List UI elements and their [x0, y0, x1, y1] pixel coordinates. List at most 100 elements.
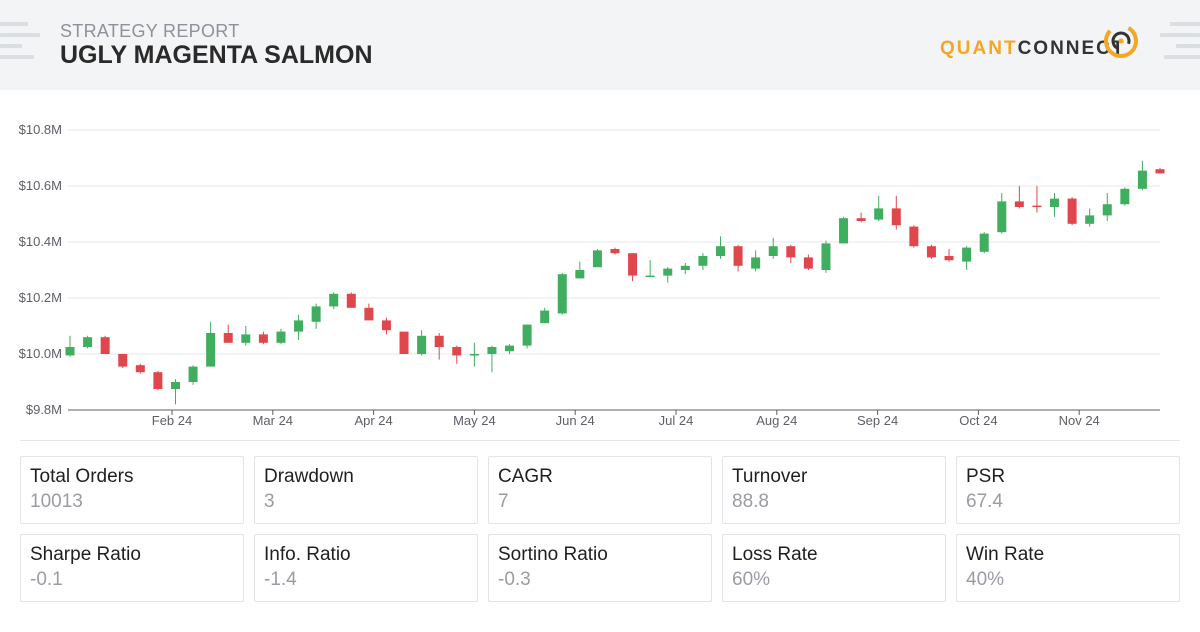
- candle-body: [1120, 188, 1130, 205]
- candle-body: [153, 372, 163, 389]
- candle: [1014, 186, 1024, 209]
- candle-body: [628, 253, 638, 276]
- stat-card-total-orders: Total Orders 10013: [20, 456, 244, 524]
- candle-body: [434, 335, 444, 347]
- equity-candlestick-chart: $9.8M $10.0M $10.2M $10.4M $10.6M $10.8M Feb …: [19, 122, 1165, 428]
- candle-body: [505, 345, 515, 352]
- candle-body: [1032, 205, 1042, 208]
- candle: [786, 244, 796, 263]
- y-tick-label: $10.6M: [19, 178, 62, 193]
- candle-body: [891, 208, 901, 226]
- stat-card-sharpe-ratio: Sharpe Ratio -0.1: [20, 534, 244, 602]
- candle-body: [188, 366, 198, 382]
- candle-body: [1067, 198, 1077, 224]
- candle: [65, 335, 75, 357]
- candle-body: [751, 257, 761, 269]
- candle: [962, 246, 972, 270]
- quantconnect-logo[interactable]: QUANTCONNECT: [938, 22, 1148, 68]
- y-tick-label: $9.8M: [26, 402, 62, 417]
- candle: [645, 260, 655, 278]
- candle-body: [979, 233, 989, 252]
- candle: [364, 303, 374, 321]
- x-tick-label: Jul 24: [659, 413, 694, 428]
- stat-card-sortino-ratio: Sortino Ratio -0.3: [488, 534, 712, 602]
- candle: [926, 244, 936, 259]
- candle: [469, 342, 479, 367]
- logo-text: QUANTCONNECT: [940, 38, 1126, 60]
- candle-body: [944, 256, 954, 261]
- candle-body: [575, 270, 585, 279]
- candle-body: [803, 257, 813, 269]
- stat-value: 67.4: [966, 491, 1003, 512]
- stat-card-cagr: CAGR 7: [488, 456, 712, 524]
- candle: [153, 370, 163, 391]
- stat-label: Turnover: [732, 466, 808, 487]
- candle: [505, 344, 515, 354]
- candle: [1050, 193, 1060, 217]
- candle: [241, 326, 251, 346]
- candle: [346, 292, 356, 308]
- x-axis-ticks: Feb 24 Mar 24 Apr 24 May 24 Jun 24 Jul 24 Aug …: [152, 410, 1100, 428]
- candle: [874, 195, 884, 221]
- strategy-title: UGLY MAGENTA SALMON: [60, 41, 373, 69]
- chart-gridlines: [68, 129, 1160, 355]
- candle-body: [962, 247, 972, 262]
- candle: [856, 212, 866, 223]
- candle-body: [135, 365, 145, 373]
- candle: [452, 345, 462, 364]
- stat-value: 7: [498, 491, 509, 512]
- stat-card-psr: PSR 67.4: [956, 456, 1180, 524]
- candle-body: [118, 354, 128, 367]
- candle: [979, 232, 989, 254]
- report-header: STRATEGY REPORT UGLY MAGENTA SALMON QUAN…: [0, 0, 1200, 90]
- stat-value: -0.3: [498, 569, 531, 590]
- stat-card-win-rate: Win Rate 40%: [956, 534, 1180, 602]
- section-divider: [20, 440, 1180, 441]
- candle: [680, 263, 690, 275]
- stat-label: Loss Rate: [732, 544, 818, 565]
- header-decoration-left: [0, 22, 40, 66]
- candle-body: [329, 293, 339, 307]
- stat-value: 60%: [732, 569, 771, 590]
- candle-body: [346, 293, 356, 308]
- candle-body: [592, 250, 602, 268]
- candle-body: [294, 320, 304, 332]
- candle: [628, 253, 638, 282]
- candle: [698, 253, 708, 270]
- candle: [206, 321, 216, 367]
- stat-label: CAGR: [498, 466, 553, 487]
- candle: [417, 330, 427, 356]
- stat-card-loss-rate: Loss Rate 60%: [722, 534, 946, 602]
- candle-body: [276, 331, 286, 343]
- candle-body: [768, 246, 778, 256]
- candle: [223, 324, 233, 343]
- candle-body: [452, 347, 462, 356]
- candle-body: [839, 218, 849, 244]
- x-tick-label: Oct 24: [959, 413, 997, 428]
- candle: [487, 345, 497, 373]
- y-tick-label: $10.8M: [19, 122, 62, 137]
- candle-body: [680, 265, 690, 270]
- candle: [118, 354, 128, 368]
- candle-body: [223, 333, 233, 343]
- candle-body: [399, 331, 409, 354]
- candle-body: [241, 334, 251, 343]
- stat-label: Drawdown: [264, 466, 354, 487]
- candle-body: [364, 307, 374, 321]
- candle-body: [206, 333, 216, 367]
- logo-text-quant: QUANT: [940, 38, 1018, 59]
- candle-body: [733, 246, 743, 266]
- stat-card-info-ratio: Info. Ratio -1.4: [254, 534, 478, 602]
- candle: [1032, 186, 1042, 213]
- candle-body: [1155, 169, 1165, 174]
- candle-body: [311, 306, 321, 322]
- x-tick-label: Nov 24: [1059, 413, 1100, 428]
- quantconnect-logo-icon: [1104, 24, 1138, 58]
- candle-body: [926, 246, 936, 258]
- candle-body: [663, 268, 673, 276]
- candle: [1120, 187, 1130, 206]
- x-tick-label: Aug 24: [756, 413, 797, 428]
- candle: [329, 292, 339, 310]
- candle-body: [522, 324, 532, 346]
- candle: [1155, 167, 1165, 174]
